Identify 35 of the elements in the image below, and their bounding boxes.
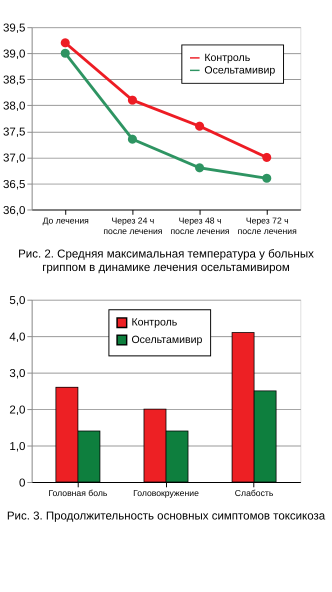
point	[60, 48, 70, 58]
y-tick-label: 2,0	[9, 404, 26, 416]
text: Рис. 2. Средняя максимальная температура у больных гриппом в динамике лечения осельтамивиром	[18, 248, 314, 274]
point	[262, 152, 272, 162]
y-tick-label: 3,0	[9, 368, 26, 380]
y-tick-label: 39,0	[3, 48, 26, 61]
x-tick-label: Слабость	[234, 488, 274, 498]
y-tick-label: 1,0	[9, 440, 26, 453]
x-tick-label: Головокружение	[133, 488, 200, 498]
legend-label: Осельтамивир	[131, 334, 202, 346]
x-tick-label: Головная боль	[48, 488, 108, 498]
legend-label: Контроль	[131, 316, 178, 329]
y-tick-label: 38,5	[3, 74, 26, 87]
x-tick-label: До лечения	[42, 215, 90, 226]
legend-label: Контроль	[204, 52, 251, 64]
point	[128, 134, 137, 144]
x-tick-label: Через 48 ч после лечения	[170, 215, 230, 236]
y-tick-label: 37,0	[3, 152, 26, 165]
y-tick-label: 0	[19, 477, 26, 490]
y-tick-label: 37,5	[3, 126, 26, 139]
legend-label: Осельтамивир	[204, 64, 276, 76]
point	[128, 96, 137, 105]
point	[195, 122, 204, 131]
x-tick-label: Через 24 ч после лечения	[103, 215, 163, 236]
point	[262, 174, 272, 183]
point	[60, 38, 70, 48]
y-tick-label: 4,0	[9, 331, 26, 344]
y-tick-label: 39,5	[3, 22, 26, 35]
y-tick-label: 38,0	[3, 100, 26, 113]
x-tick-label: Через 72 ч после лечения	[238, 215, 298, 236]
y-tick-label: 5,0	[9, 295, 26, 308]
y-tick-label: 36,5	[3, 178, 26, 191]
text: Рис. 3. Продолжительность основных симптомов токсикоза	[6, 510, 326, 522]
point	[195, 163, 204, 172]
y-tick-label: 36,0	[3, 204, 26, 217]
